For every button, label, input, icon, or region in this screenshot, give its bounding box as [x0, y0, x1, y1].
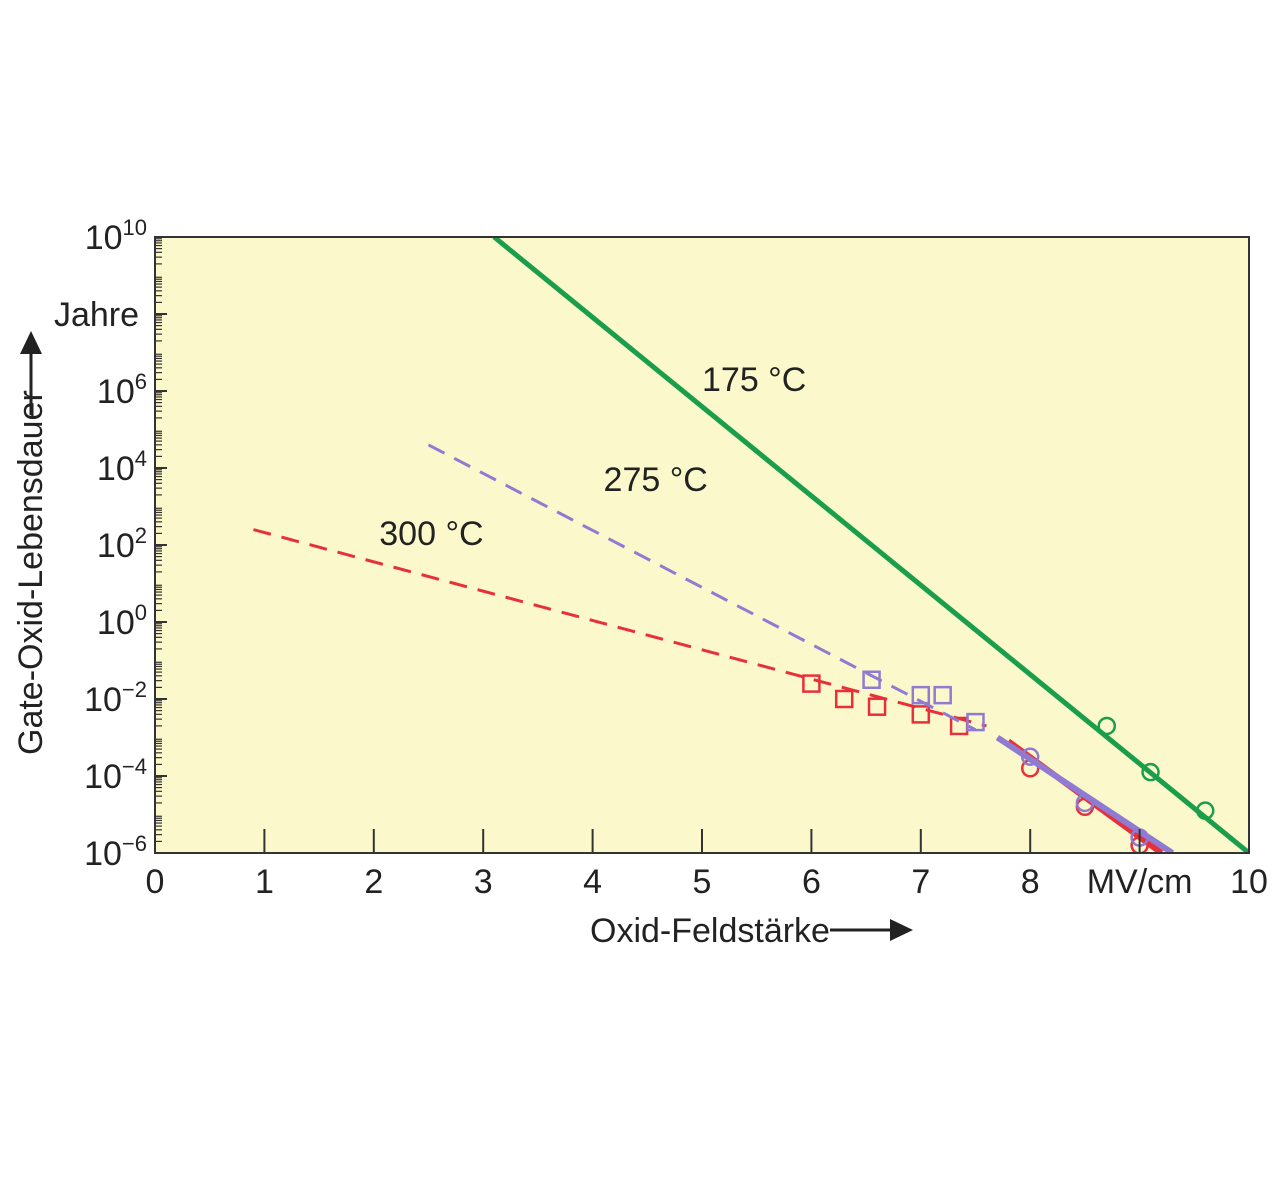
x-axis-unit: MV/cm: [1087, 863, 1193, 901]
x-tick-label-5: 5: [693, 863, 712, 901]
data-point-175-1: [1141, 762, 1160, 782]
y-tick-exponent: −6: [122, 831, 147, 856]
x-tick-label-10: 10: [1230, 863, 1268, 901]
x-tick-label-4: 4: [583, 863, 602, 901]
series-175: [492, 237, 1249, 853]
y-tick-base: 10: [84, 681, 122, 719]
data-point-275-2: [933, 685, 952, 705]
x-tick-label-7: 7: [911, 863, 930, 901]
data-point-275-5: [1075, 793, 1095, 813]
y-tick-exponent: 10: [123, 215, 147, 240]
data-point-175-0: [1097, 716, 1117, 736]
fit-line-175: [492, 237, 1249, 853]
y-tick-exponent: 6: [135, 369, 147, 394]
series-layer: [253, 237, 1249, 853]
series-275: [427, 443, 1175, 853]
y-tick-base: 10: [84, 758, 122, 796]
labels-layer: 175 °C 275 °C 300 °C: [379, 361, 806, 553]
y-tick-base: 10: [85, 219, 123, 257]
data-point-300-1: [834, 689, 854, 709]
y-tick-label-2: 102: [97, 523, 147, 565]
x-tick-label-2: 2: [364, 863, 383, 901]
y-axis-arrow: [20, 331, 42, 415]
y-tick-base: 10: [97, 604, 135, 642]
data-point-275-4: [1020, 747, 1040, 766]
x-tick-label-3: 3: [474, 863, 493, 901]
series-label-175: 175 °C: [702, 361, 806, 399]
y-axis-title: Gate-Oxid-Lebensdauer: [12, 390, 50, 755]
data-point-300-0: [802, 674, 821, 693]
plot-background: [155, 237, 1249, 853]
y-arrow-head: [20, 331, 42, 354]
x-axis-arrow: [830, 919, 913, 941]
y-tick-label-6: 106: [97, 369, 147, 411]
x-tick-label-0: 0: [146, 863, 165, 901]
y-tick-base: 10: [97, 450, 135, 488]
ticks-layer: 0 1 2 3 4 5 6 7 8 MV/cm 10101010610410210010−210−4…: [84, 215, 1268, 901]
y-tick-base: 10: [97, 527, 135, 565]
y-tick-label-0: 100: [97, 600, 147, 642]
fit-line-300: [253, 528, 987, 728]
y-tick-exponent: 2: [135, 523, 147, 548]
y-tick-exponent: −2: [122, 677, 147, 702]
y-tick-exponent: 0: [135, 600, 147, 625]
x-tick-label-6: 6: [802, 863, 821, 901]
fit-line-275: [427, 443, 977, 732]
y-tick-label--6: 10−6: [84, 831, 147, 873]
y-tick-base: 10: [97, 373, 135, 411]
data-point-300-3: [911, 705, 931, 724]
series-label-300: 300 °C: [379, 515, 483, 553]
x-tick-label-1: 1: [255, 863, 274, 901]
y-tick-label--4: 10−4: [84, 754, 147, 796]
y-tick-exponent: 4: [135, 446, 147, 471]
x-arrow-head: [890, 919, 913, 941]
y-tick-exponent: −4: [122, 754, 147, 779]
data-point-300-2: [867, 697, 887, 716]
y-tick-label-4: 104: [97, 446, 147, 488]
series-label-275: 275 °C: [604, 461, 708, 499]
y-tick-label-10: 1010: [85, 215, 147, 257]
x-tick-label-8: 8: [1021, 863, 1040, 901]
y-tick-base: 10: [84, 835, 122, 873]
y-tick-label--2: 10−2: [84, 677, 147, 719]
data-point-275-3: [966, 712, 985, 732]
data-point-275-0: [862, 670, 881, 689]
x-axis-title: Oxid-Feldstärke: [590, 912, 830, 950]
y-axis-unit: Jahre: [54, 296, 139, 334]
data-point-175-2: [1195, 801, 1215, 820]
data-point-275-1: [911, 685, 931, 705]
